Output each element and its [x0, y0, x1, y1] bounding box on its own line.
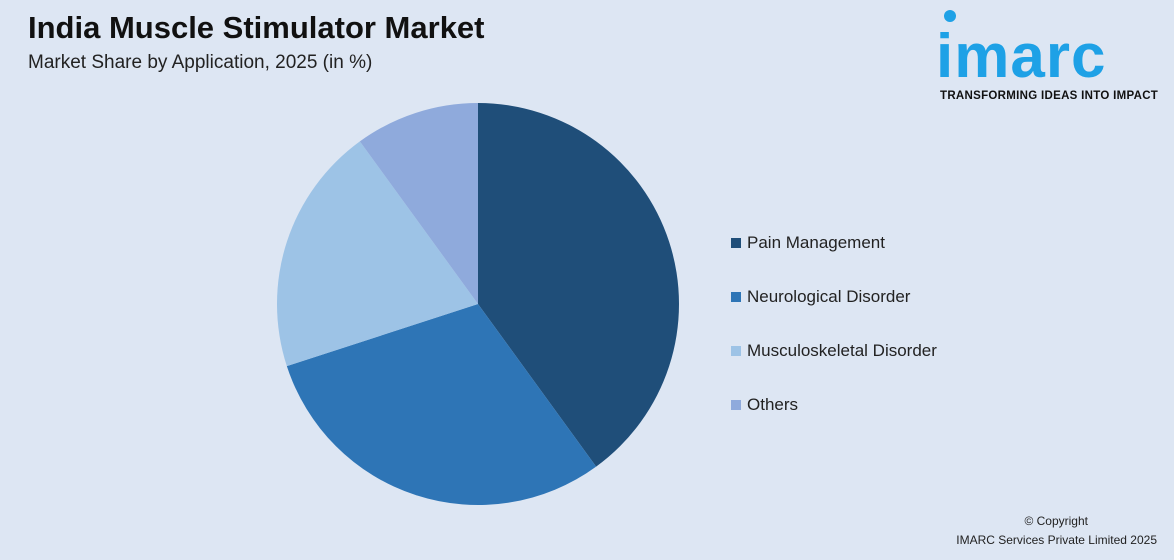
logo-dot-icon — [944, 10, 956, 22]
legend-item: Musculoskeletal Disorder — [731, 324, 937, 378]
legend: Pain Management Neurological Disorder Musc… — [731, 216, 937, 432]
legend-item: Neurological Disorder — [731, 270, 937, 324]
pie-slice-neurological-disorder — [286, 304, 597, 506]
copyright-notice: © Copyright IMARC Services Private Limit… — [956, 512, 1157, 550]
legend-swatch — [731, 292, 741, 302]
copyright-label: © Copyright — [1024, 514, 1088, 528]
imarc-logo: imarc TRANSFORMING IDEAS INTO IMPACT — [936, 8, 1164, 103]
legend-label: Pain Management — [747, 233, 885, 252]
pie-slice-pain-management — [478, 103, 679, 467]
legend-swatch — [731, 238, 741, 248]
chart-subtitle: Market Share by Application, 2025 (in %) — [28, 52, 373, 73]
copyright-company: IMARC Services Private Limited 2025 — [956, 533, 1157, 547]
legend-item: Others — [731, 378, 937, 432]
legend-swatch — [731, 400, 741, 410]
logo-wordmark: imarc — [936, 22, 1107, 91]
legend-swatch — [731, 346, 741, 356]
legend-item: Pain Management — [731, 216, 937, 270]
chart-title: India Muscle Stimulator Market — [28, 10, 485, 45]
logo-tagline: TRANSFORMING IDEAS INTO IMPACT — [940, 90, 1159, 102]
legend-label: Others — [747, 395, 799, 414]
pie-slice-others — [359, 103, 478, 304]
legend-label: Musculoskeletal Disorder — [747, 341, 937, 360]
legend-label: Neurological Disorder — [747, 287, 911, 306]
pie-slice-musculoskeletal-disorder — [277, 141, 478, 367]
